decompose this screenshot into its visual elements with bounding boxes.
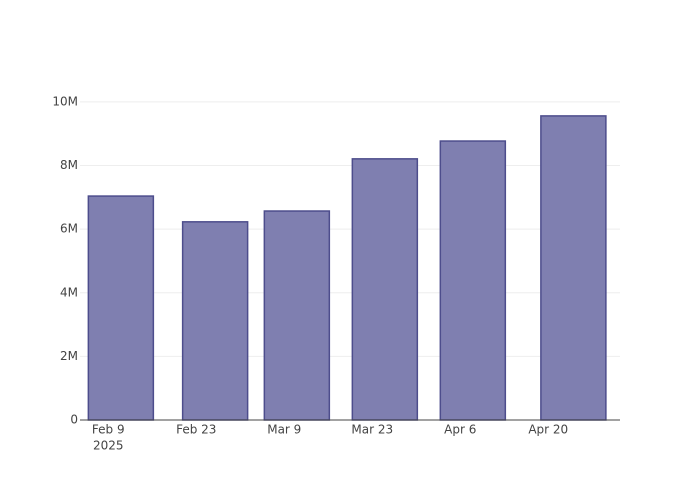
x-tick-label: Mar 23 [351,423,393,437]
y-tick-label: 4M [60,285,78,299]
x-year-label: 2025 [93,439,124,453]
bar [263,210,331,421]
y-tick-label: 10M [52,94,78,108]
x-tick-label: Feb 9 [92,423,125,437]
bar [87,195,155,421]
y-tick-label: 2M [60,349,78,363]
y-tick-label: 8M [60,158,78,172]
x-tick-label: Apr 6 [444,423,476,437]
bar [351,158,419,421]
x-tick-label: Apr 20 [528,423,568,437]
x-tick-label: Feb 23 [176,423,216,437]
bar [540,115,607,421]
bar [439,140,507,421]
y-tick-label: 0 [70,413,78,427]
x-tick-label: Mar 9 [267,423,301,437]
y-tick-label: 6M [60,222,78,236]
bar [181,221,249,421]
